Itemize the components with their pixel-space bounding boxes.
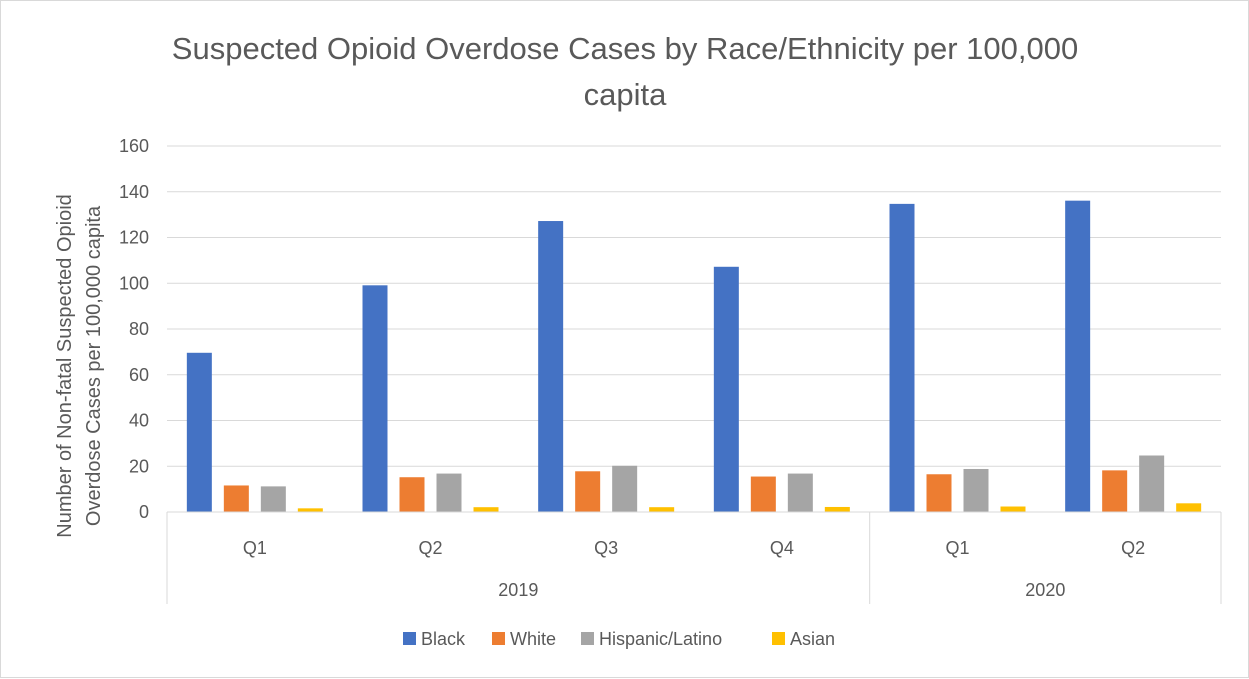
bar-white [750, 476, 776, 512]
y-tick-label: 60 [129, 365, 149, 385]
x-axis: Q1 Q2 Q3 Q4 Q1 Q2 2019 2020 [166, 511, 1222, 604]
legend-swatch [492, 632, 505, 645]
x-category-label: Q1 [243, 538, 267, 558]
chart-title: Suspected Opioid Overdose Cases by Race/… [172, 31, 1078, 112]
legend-swatch [772, 632, 785, 645]
bar-black [186, 352, 212, 512]
y-axis-label: Number of Non-fatal Suspected Opioid Ove… [54, 194, 105, 538]
y-tick-label: 160 [119, 136, 149, 156]
bar-asian [1176, 503, 1202, 512]
x-category-label: Q2 [1121, 538, 1145, 558]
bar-white [926, 474, 952, 512]
x-category-label: Q4 [770, 538, 794, 558]
bar-hispanic-latino [963, 468, 989, 512]
x-category-label: Q1 [945, 538, 969, 558]
bar-black [538, 221, 564, 512]
bar-white [399, 477, 425, 512]
y-tick-label: 100 [119, 273, 149, 293]
y-tick-label: 20 [129, 456, 149, 476]
bar-black [713, 266, 739, 512]
bar-asian [824, 506, 850, 512]
x-category-label: Q3 [594, 538, 618, 558]
legend-label: White [510, 629, 556, 649]
legend-swatch [403, 632, 416, 645]
y-tick-label: 120 [119, 228, 149, 248]
bar-hispanic-latino [260, 486, 286, 512]
y-axis-ticks: 0 20 40 60 80 100 120 140 160 [119, 136, 149, 522]
y-tick-label: 80 [129, 319, 149, 339]
legend-swatch [581, 632, 594, 645]
bars [186, 200, 1202, 512]
y-tick-label: 140 [119, 182, 149, 202]
bar-hispanic-latino [1139, 455, 1165, 512]
bar-black [889, 203, 915, 512]
legend: Black White Hispanic/Latino Asian [403, 629, 835, 649]
y-axis-label-line-2: Overdose Cases per 100,000 capita [83, 205, 105, 526]
y-axis-label-line-1: Number of Non-fatal Suspected Opioid [54, 194, 76, 538]
bar-hispanic-latino [612, 465, 638, 512]
chart-title-line-2: capita [584, 77, 667, 112]
y-tick-label: 40 [129, 411, 149, 431]
chart-title-line-1: Suspected Opioid Overdose Cases by Race/… [172, 31, 1078, 66]
legend-label: Black [421, 629, 466, 649]
y-tick-label: 0 [139, 502, 149, 522]
x-group-label: 2019 [498, 580, 538, 600]
bar-asian [473, 507, 499, 512]
bar-black [1065, 200, 1091, 512]
bar-hispanic-latino [436, 473, 462, 512]
bar-asian [297, 508, 323, 512]
gridlines [167, 145, 1221, 513]
x-group-label: 2020 [1025, 580, 1065, 600]
bar-asian [1000, 506, 1026, 512]
legend-label: Hispanic/Latino [599, 629, 722, 649]
bar-black [362, 285, 388, 512]
bar-white [575, 471, 601, 512]
bar-asian [649, 507, 675, 512]
legend-label: Asian [790, 629, 835, 649]
bar-hispanic-latino [787, 473, 813, 512]
bar-white [1102, 470, 1128, 512]
x-category-label: Q2 [418, 538, 442, 558]
bar-white [223, 485, 249, 512]
